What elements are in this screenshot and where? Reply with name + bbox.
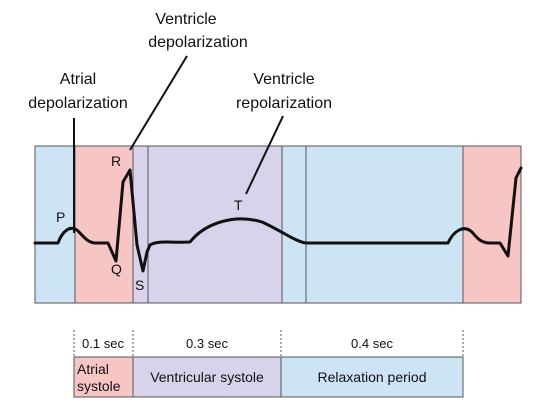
phase-label-atrial-systole-line2: systole	[77, 378, 121, 394]
timeline: 0.1 sec 0.3 sec 0.4 sec Atrial systole V…	[73, 330, 464, 398]
ecg-trace	[33, 166, 523, 273]
duration-relaxation: 0.4 sec	[351, 336, 393, 351]
wave-label-s: S	[135, 277, 144, 293]
annotation-ventricle-repolarization-line2: repolarization	[236, 95, 332, 112]
duration-atrial: 0.1 sec	[82, 336, 124, 351]
region-relaxation	[306, 146, 463, 303]
phase-label-atrial-systole-line1: Atrial	[77, 361, 109, 377]
phase-label-ventricular-systole: Ventricular systole	[150, 369, 264, 385]
pointer-ventricle-repolarization	[245, 115, 284, 195]
ecg-strip-background	[34, 145, 522, 304]
region-relaxation-gap	[282, 146, 306, 303]
annotation-ventricle-depolarization-line1: Ventricle	[155, 11, 216, 28]
annotation-atrial-depolarization-line1: Atrial	[60, 71, 96, 88]
phase-bar-relaxation-period	[280, 356, 464, 398]
region-relaxation-left	[35, 146, 75, 303]
wave-label-q: Q	[111, 261, 122, 277]
phase-bar-atrial-systole	[73, 356, 134, 398]
wave-label-t: T	[234, 197, 243, 213]
ecg-strip-border	[34, 145, 522, 304]
region-atrial	[75, 146, 133, 303]
pointer-ventricle-depolarization	[129, 55, 188, 151]
wave-label-r: R	[111, 153, 121, 169]
wave-label-p: P	[56, 209, 65, 225]
annotation-atrial-depolarization-line2: depolarization	[28, 95, 128, 112]
phase-label-relaxation-period: Relaxation period	[318, 369, 427, 385]
annotation-ventricle-depolarization-line2: depolarization	[148, 34, 248, 51]
phase-bar-ventricular-systole	[132, 356, 282, 398]
duration-ventricular: 0.3 sec	[186, 336, 228, 351]
annotation-ventricle-repolarization-line1: Ventricle	[253, 71, 314, 88]
